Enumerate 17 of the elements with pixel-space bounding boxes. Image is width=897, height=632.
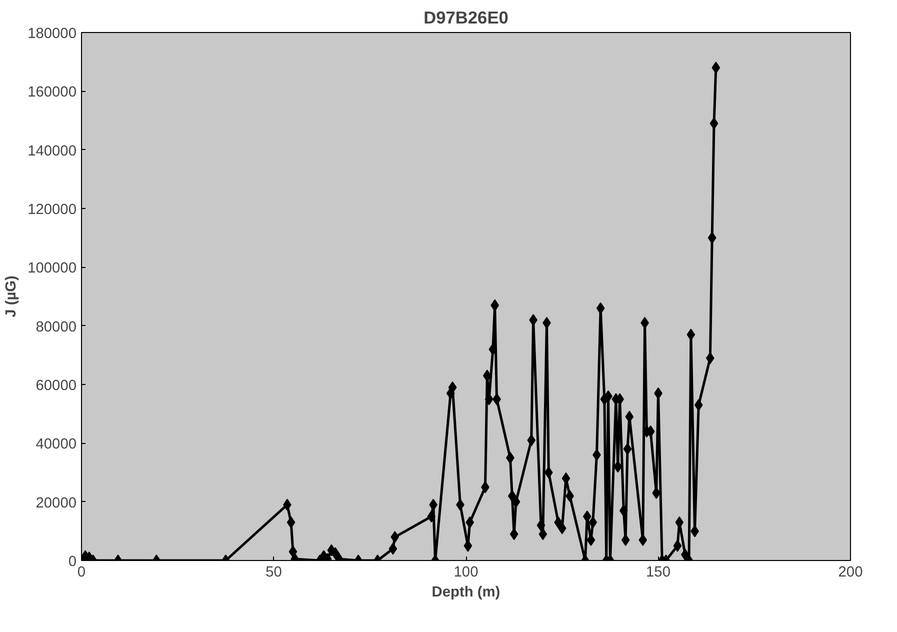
- y-tick-label: 180000: [28, 26, 77, 42]
- x-tick-label: 100: [454, 564, 478, 580]
- y-axis-title: J (µG): [4, 275, 20, 318]
- y-tick-label: 20000: [36, 495, 77, 512]
- x-tick-label: 50: [266, 564, 282, 580]
- y-tick-label: 0: [68, 554, 77, 570]
- y-tick-label: 80000: [36, 319, 77, 336]
- y-tick-label: 60000: [36, 378, 77, 394]
- y-tick-label: 120000: [28, 202, 77, 218]
- y-tick-label: 140000: [28, 143, 77, 160]
- chart-title: D97B26E0: [424, 8, 508, 28]
- x-tick-label: 150: [646, 564, 670, 580]
- y-tick-label: 40000: [36, 436, 77, 453]
- x-axis-title: Depth (m): [432, 584, 500, 600]
- x-tick-label: 200: [838, 564, 863, 580]
- y-tick-label: 160000: [28, 84, 77, 101]
- y-tick-label: 100000: [28, 260, 77, 277]
